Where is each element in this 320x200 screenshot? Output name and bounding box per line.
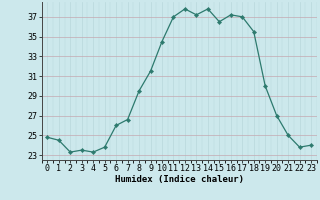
X-axis label: Humidex (Indice chaleur): Humidex (Indice chaleur) (115, 175, 244, 184)
